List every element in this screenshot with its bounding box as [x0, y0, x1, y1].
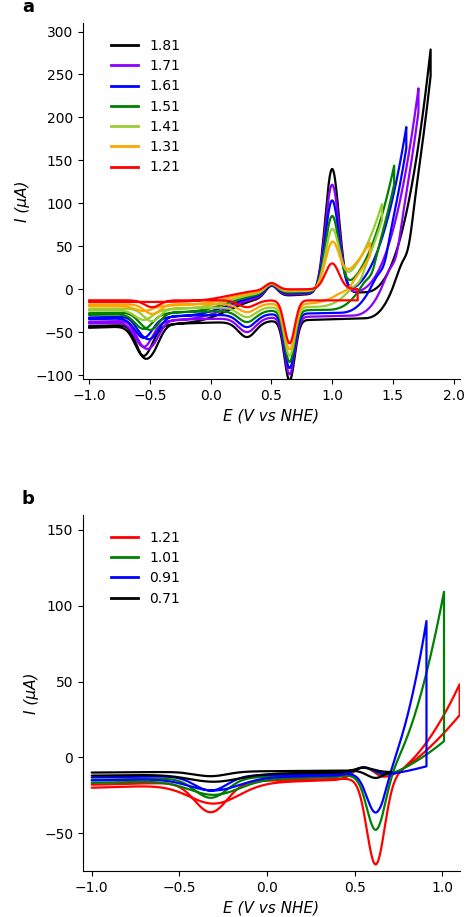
X-axis label: E (V vs NHE): E (V vs NHE) [223, 409, 319, 424]
Legend: 1.81, 1.71, 1.61, 1.51, 1.41, 1.31, 1.21: 1.81, 1.71, 1.61, 1.51, 1.41, 1.31, 1.21 [105, 33, 186, 180]
Y-axis label: I (μA): I (μA) [24, 672, 38, 713]
Text: b: b [21, 490, 34, 508]
X-axis label: E (V vs NHE): E (V vs NHE) [223, 900, 319, 915]
Text: a: a [22, 0, 34, 16]
Y-axis label: I (μA): I (μA) [15, 181, 30, 222]
Legend: 1.21, 1.01, 0.91, 0.71: 1.21, 1.01, 0.91, 0.71 [105, 525, 186, 611]
